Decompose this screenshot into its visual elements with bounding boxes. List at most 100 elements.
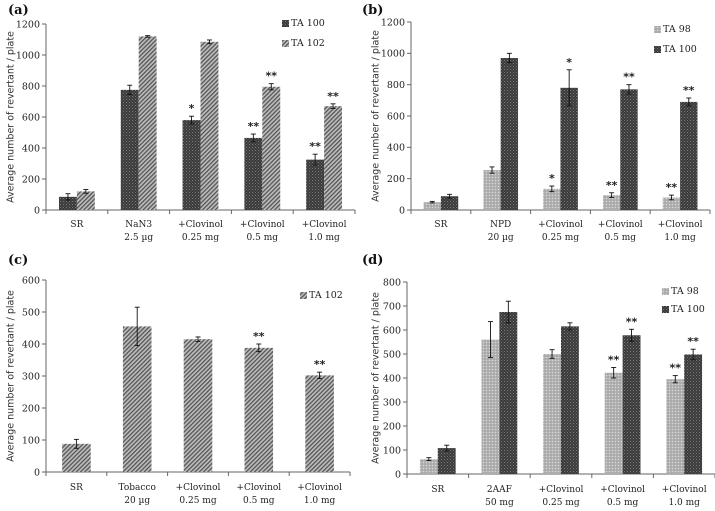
significance-marker: **: [606, 179, 618, 192]
y-tick-label: 1000: [381, 49, 405, 60]
bar-ta100: [680, 101, 698, 210]
x-tick-sublabel: 0.25 mg: [182, 233, 219, 243]
bar-ta102: [305, 375, 334, 472]
chart-panel-b: (b) Average number of revertant / plate 0 2…: [362, 3, 711, 243]
x-tick-label: +Clovinol: [178, 220, 223, 230]
x-tick-label: +Clovinol: [539, 485, 584, 495]
x-tick-label: +Clovinol: [176, 483, 221, 493]
x-tick-label: +Clovinol: [598, 220, 643, 230]
x-tick-sublabel: 1.0 mg: [668, 498, 700, 508]
x-tick-label: +Clovinol: [662, 485, 707, 495]
x-tick-label: SR: [70, 483, 83, 493]
bar-ta98: [543, 354, 561, 474]
legend-swatch: [654, 26, 661, 33]
y-tick-label: 0: [34, 467, 40, 478]
y-tick-label: 200: [383, 421, 401, 432]
y-tick-label: 200: [387, 174, 405, 185]
legend-label: TA 98: [671, 286, 699, 297]
x-tick-label: NPD: [490, 220, 511, 230]
x-tick-label: NaN3: [125, 220, 152, 230]
significance-marker: **: [253, 330, 265, 343]
y-axis-label: Average number of revertant / plate: [5, 31, 16, 203]
bar-ta102: [244, 347, 274, 472]
legend-swatch: [662, 288, 669, 295]
x-tick-label: +Clovinol: [538, 220, 583, 230]
x-tick-sublabel: 0.25 mg: [542, 498, 579, 508]
legend-label: TA 102: [291, 38, 325, 49]
bar-ta98: [604, 372, 623, 474]
x-tick-sublabel: 20 µg: [124, 496, 150, 506]
legend-swatch: [654, 46, 661, 53]
legend-swatch: [662, 306, 669, 313]
bar-ta100: [561, 326, 579, 474]
bar-ta100: [620, 89, 638, 210]
y-tick-label: 0: [399, 205, 405, 216]
significance-marker: *: [566, 56, 572, 69]
x-tick-label: SR: [431, 485, 444, 495]
significance-marker: **: [626, 315, 638, 328]
y-tick-label: 700: [383, 301, 401, 312]
bar-ta102: [138, 36, 157, 211]
bar-ta100: [440, 196, 459, 210]
x-tick-label: +Clovinol: [302, 220, 347, 230]
y-tick-label: 1000: [16, 50, 40, 61]
significance-marker: **: [608, 353, 620, 366]
significance-marker: **: [266, 70, 278, 83]
bar-ta98: [423, 202, 441, 210]
bar-ta102: [262, 86, 281, 210]
significance-marker: **: [683, 84, 695, 97]
chart-panel-a: (a) Average number of revertant / plate 0 2…: [5, 3, 356, 243]
x-tick-label: +Clovinol: [236, 483, 281, 493]
y-axis-label: Average number of revertant / plate: [370, 30, 381, 202]
bar-ta102: [76, 191, 95, 210]
bar-ta98: [662, 197, 681, 210]
bar-ta102: [324, 106, 343, 210]
significance-marker: **: [327, 90, 339, 103]
bar-ta100: [58, 196, 77, 210]
x-tick-label: +Clovinol: [240, 220, 285, 230]
x-tick-label: 2AAF: [487, 485, 512, 495]
y-tick-label: 1200: [16, 19, 40, 30]
bar-ta98: [419, 459, 438, 474]
legend-swatch: [282, 20, 289, 27]
significance-marker: **: [314, 358, 326, 371]
x-tick-label: +Clovinol: [297, 483, 342, 493]
bar-ta100: [560, 87, 578, 210]
y-tick-label: 300: [383, 397, 401, 408]
significance-marker: **: [666, 181, 678, 194]
y-axis-label: Average number of revertant / plate: [370, 292, 381, 464]
x-tick-label: SR: [70, 220, 83, 230]
y-tick-label: 800: [383, 277, 401, 288]
significance-marker: **: [623, 71, 635, 84]
x-tick-sublabel: 0.5 mg: [605, 233, 637, 243]
x-tick-sublabel: 0.25 mg: [542, 233, 579, 243]
y-tick-label: 600: [383, 325, 401, 336]
bar-ta102: [183, 339, 213, 472]
significance-marker: **: [670, 362, 682, 375]
chart-panel-d: (d) Average number of revertant / plate 0 1…: [362, 253, 715, 508]
bar-ta100: [437, 448, 456, 474]
bar-ta98: [481, 339, 500, 474]
bar-ta100: [306, 159, 325, 210]
legend-label: TA 100: [671, 304, 705, 315]
bar-ta98: [602, 195, 621, 210]
legend-swatch: [300, 292, 307, 299]
x-tick-sublabel: 0.5 mg: [243, 496, 275, 506]
x-tick-sublabel: 1.0 mg: [304, 496, 336, 506]
bar-ta98: [483, 170, 501, 210]
significance-marker: **: [309, 140, 321, 153]
y-tick-label: 800: [22, 81, 40, 92]
y-tick-label: 100: [22, 435, 40, 446]
bar-ta100: [500, 58, 519, 211]
x-tick-sublabel: 1.0 mg: [308, 233, 340, 243]
y-tick-label: 600: [22, 275, 40, 286]
y-tick-label: 200: [22, 403, 40, 414]
chart-panel-c: (c) Average number of revertant / plate 0 1…: [5, 253, 351, 506]
legend-label: TA 102: [309, 290, 343, 301]
x-tick-label: Tobacco: [119, 483, 156, 493]
bar-ta100: [182, 120, 201, 210]
bar-ta102: [122, 326, 152, 472]
bar-ta98: [666, 379, 685, 474]
x-tick-label: +Clovinol: [658, 220, 703, 230]
y-axis-label: Average number of revertant / plate: [5, 290, 16, 462]
